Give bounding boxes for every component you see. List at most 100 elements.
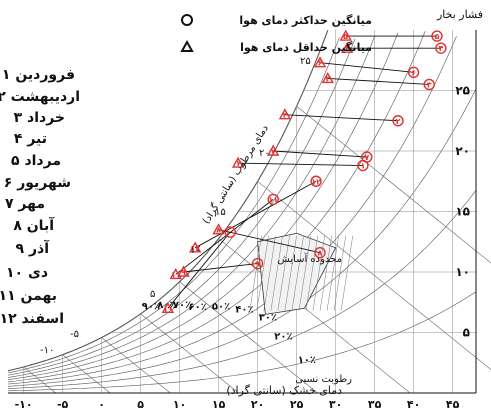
- month-6: ۶ شهریور: [4, 175, 71, 191]
- min-temp-point-10: [161, 301, 175, 313]
- legend-triangle-icon: [180, 39, 194, 52]
- max-temp-point-10: [224, 226, 237, 238]
- x-tick-label: ۳۰: [329, 398, 342, 411]
- comfort-zone: [257, 232, 337, 315]
- rh-curve-30: [7, 88, 477, 387]
- rh-tick-label: ۹۰٪: [142, 301, 160, 312]
- x-tick-label: ۱۰: [173, 398, 186, 411]
- min-temp-point-3: [321, 71, 334, 84]
- comfort-hatch: [340, 235, 354, 311]
- min-point-label-12: ۱۲: [190, 244, 200, 253]
- wet-bulb-tick-20: ۲۰: [259, 148, 270, 159]
- month-link-7: [273, 150, 367, 158]
- wet-bulb-line: [140, 313, 239, 394]
- max-point-label-6: ۶: [411, 68, 416, 77]
- wet-bulb-line: [23, 366, 57, 394]
- month-5: ۵ مرداد: [11, 153, 61, 169]
- comfort-hatch: [270, 235, 283, 311]
- month-12: ۱۲ اسفند: [0, 311, 64, 327]
- month-link-2: [284, 114, 399, 122]
- max-temp-point-7: [361, 151, 373, 163]
- x-tick-label: ۲۵: [290, 398, 304, 411]
- min-point-label-8: ۸: [216, 226, 221, 235]
- max-point-label-12: ۱۲: [311, 177, 321, 186]
- max-point-label-7: ۷: [364, 153, 369, 162]
- x-tick-label: ۴۵: [446, 398, 460, 411]
- wet-bulb-tick-10: ۱۰: [190, 245, 201, 256]
- y-tick-label: ۵: [463, 326, 470, 340]
- x-tick-label: ۳۵: [368, 398, 382, 411]
- min-point-label-6: ۶: [318, 59, 323, 68]
- min-temp-point-12: [189, 241, 202, 253]
- comfort-hatch: [277, 235, 290, 311]
- wet-bulb-ticks: -۱۰ -۵ ۵ ۱۰ ۱۵ ۲۰ ۲۵: [40, 56, 311, 356]
- max-point-label-4: ۴: [438, 44, 443, 53]
- min-point-label-4: ۴: [345, 44, 350, 53]
- y-tick-label: ۱۰: [455, 265, 470, 279]
- month-link-9: [183, 263, 258, 273]
- max-point-label-1: ۱: [360, 162, 365, 171]
- comfort-hatch: [263, 235, 276, 311]
- month-10: ۱۰ دی: [6, 265, 48, 281]
- min-temp-point-6: [313, 56, 327, 68]
- y-tick-label: ۱۵: [455, 205, 470, 219]
- min-point-label-1: ۱: [236, 159, 241, 168]
- rh-tick-label: ۲۰٪: [274, 332, 292, 343]
- month-4: ۴ تیر: [14, 131, 47, 147]
- max-temp-point-11: [267, 193, 279, 206]
- min-temp-point-7: [267, 144, 280, 156]
- y-tick-label: ۲۵: [455, 84, 470, 98]
- x-tick-label: ۱۵: [212, 398, 226, 411]
- comfort-hatch: [284, 235, 297, 311]
- wet-bulb-line: [62, 354, 111, 394]
- month-3: ۳ خرداد: [14, 110, 65, 126]
- min-point-label-9: ۹: [181, 268, 186, 277]
- max-point-label-9: ۹: [255, 260, 260, 269]
- min-temp-point-11: [169, 267, 182, 280]
- comfort-hatch: [326, 235, 339, 311]
- min-temp-point-9: [177, 265, 190, 277]
- max-temp-point-12: [310, 175, 322, 187]
- min-point-label-2: ۲: [282, 111, 287, 120]
- comfort-hatch: [319, 235, 332, 311]
- rh-tick-label: ۱۰٪: [298, 355, 316, 366]
- wet-bulb-tick-25: ۲۵: [300, 56, 311, 67]
- comfort-zone-label: محدوده آسایش: [278, 252, 343, 265]
- comfort-hatch: [305, 235, 318, 311]
- rh-curve-20: [7, 190, 477, 389]
- month-8: ۸ آبان: [13, 216, 55, 234]
- min-temp-point-1: [231, 156, 245, 168]
- rh-tick-label: ۷۰٪: [173, 300, 191, 311]
- month-link-10: [167, 231, 231, 309]
- max-point-label-5: ۵: [435, 32, 440, 41]
- x-axis-title: دمای خشک (سانتی گراد): [226, 384, 342, 397]
- rh-tick-label: ۵۰٪: [212, 301, 230, 312]
- comfort-hatch: [298, 235, 311, 311]
- min-point-label-3: ۳: [325, 74, 330, 83]
- max-point-label-10: ۱۰: [225, 228, 235, 237]
- comfort-hatch: [249, 235, 262, 311]
- x-tick-label: ۲۰: [251, 398, 264, 411]
- max-temp-point-8: [314, 246, 326, 259]
- legend: میانگین حداکثر دمای هوا میانگین حداقل دم…: [180, 14, 372, 54]
- max-temp-point-6: [407, 66, 420, 79]
- rh-curve-80: [7, 38, 356, 376]
- rh-curve-50: [7, 30, 426, 383]
- wet-bulb-label: دمای مرطوب (سانتی گراد): [200, 123, 271, 226]
- y-tick-label: ۲۰: [455, 144, 470, 158]
- x-tick-label: ۴۰: [407, 398, 420, 411]
- rh-tick-label: ۳۰٪: [259, 313, 277, 324]
- max-point-label-3: ۳: [427, 80, 432, 89]
- min-temp-point-5: [339, 29, 352, 41]
- legend-circle-icon: [181, 14, 193, 26]
- max-temp-point-2: [392, 115, 404, 127]
- month-link-11: [175, 199, 274, 275]
- min-point-label-10: ۱۰: [163, 304, 173, 313]
- month-7: ۷ مهر: [5, 196, 45, 212]
- month-1: ۱ فروردین: [2, 67, 75, 83]
- wet-bulb-tick-5: ۵: [150, 289, 155, 300]
- rh-curve-10: [7, 291, 477, 392]
- rh-tick-label: ۶۰٪: [188, 302, 206, 313]
- max-point-label-8: ۸: [318, 249, 323, 258]
- x-tick-label: ۰: [98, 398, 105, 411]
